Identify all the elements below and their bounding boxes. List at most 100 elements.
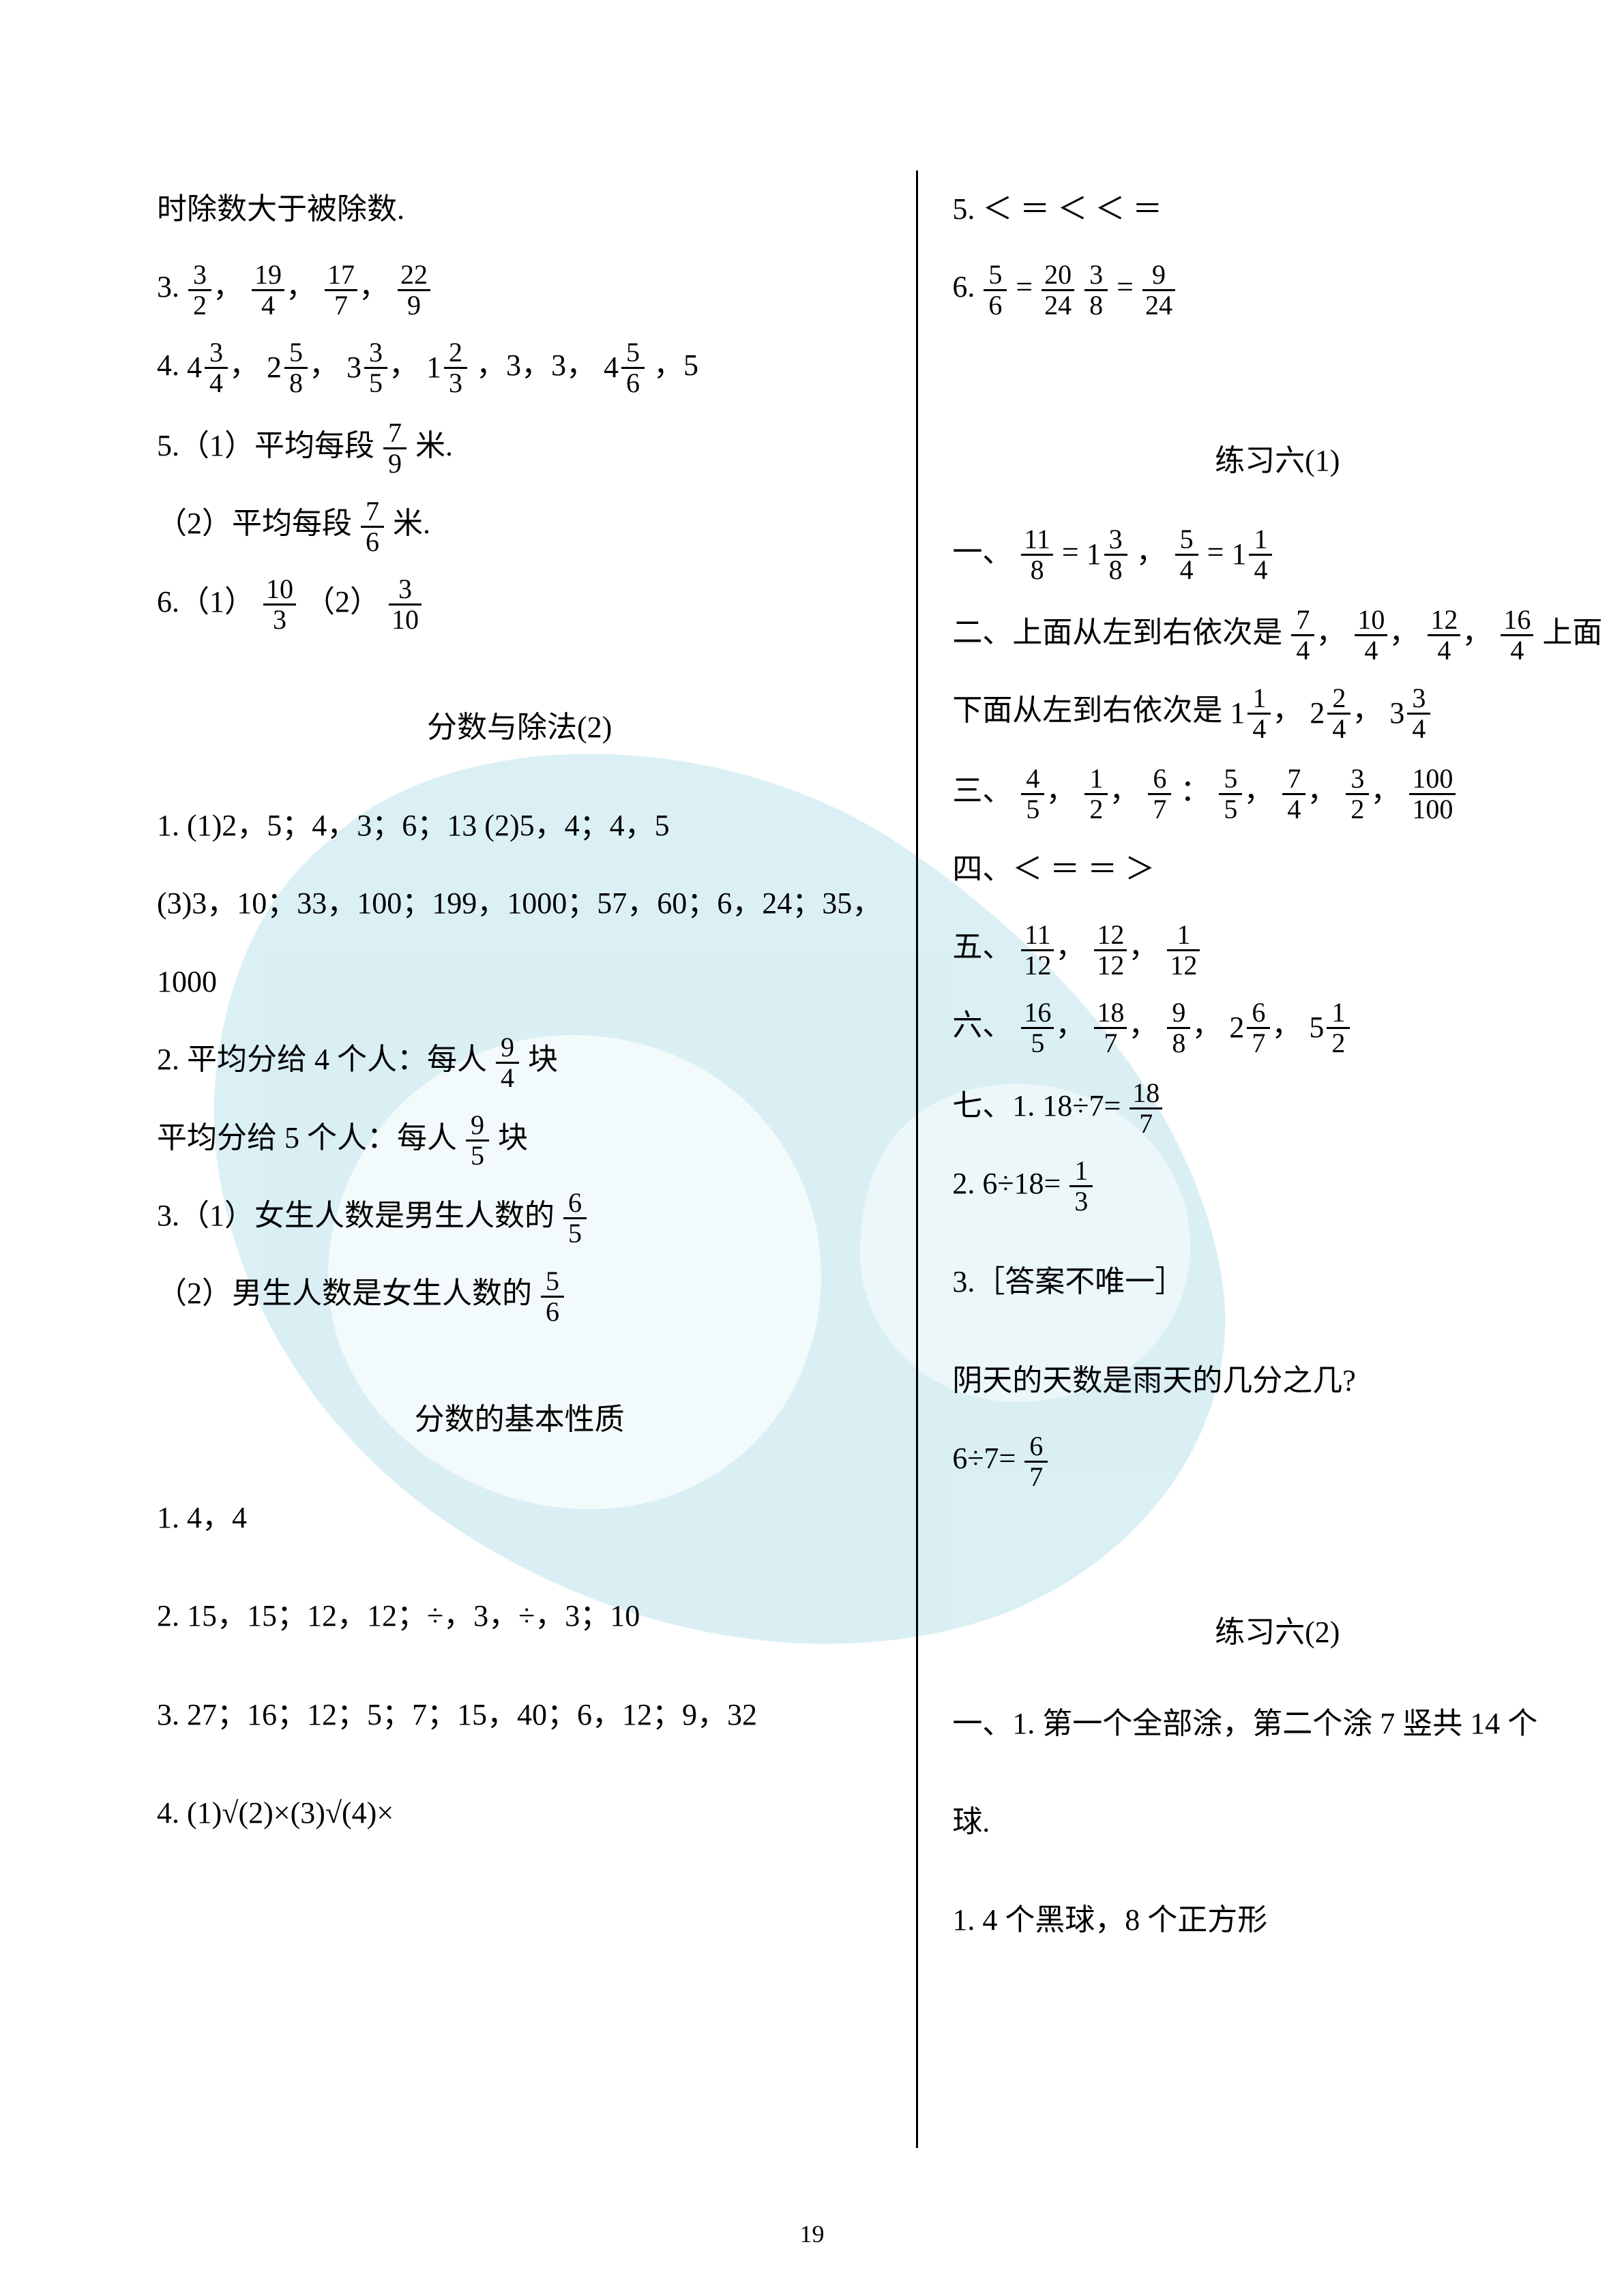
section-title: 分数与除法(2) [157,702,882,746]
text: 块 [528,1043,558,1076]
fraction: 112 [1167,921,1200,980]
text-line: 时除数大于被除数. [157,170,882,248]
fraction: 104 [1355,606,1387,665]
fraction: 310 [389,575,422,634]
fraction: 67 [1148,764,1171,824]
text-line: 一、1. 第一个全部涂，第二个涂 7 竖共 14 个 [952,1685,1602,1763]
text: 2. 平均分给 4 个人：每人 [157,1043,487,1076]
practice-1: 一、 118 = 138 ， 54 = 114 [952,513,1602,594]
text: （2）平均每段 [157,507,352,540]
label: 3. [157,270,187,303]
equals: = [1117,270,1141,303]
two-column-layout: 时除数大于被除数. 3. 32， 194， 177， 229 4. 434， 2… [130,170,1494,2148]
text-line: 4. (1)√(2)×(3)√(4)× [157,1774,882,1852]
equals: = [1016,270,1040,303]
text-line: (3)3，10；33，100；199，1000；57，60；6，24；35， [157,865,882,942]
fraction: 76 [361,497,384,556]
text: 6.（1） [157,585,254,618]
fraction: 32 [1346,764,1369,824]
fraction: 95 [466,1111,489,1170]
fraction: 94 [496,1033,519,1092]
fraction: 187 [1094,998,1127,1058]
fraction: 56 [541,1267,564,1326]
fraction: 67 [1024,1432,1048,1491]
right-column: 5. ＜ ＝ ＜ ＜ ＝ 6. 56 = 2024 38 = 924 练习六(1… [925,170,1624,2148]
text: 2. 6÷18= [952,1167,1061,1200]
answer-line: 3.（1）女生人数是男生人数的 65 [157,1177,882,1255]
text: 二、上面从左到右依次是 [952,616,1282,649]
fraction: 124 [1428,606,1460,665]
fraction: 118 [1021,525,1053,584]
label: 一、 [952,535,1012,569]
text: 米. [415,429,453,462]
text-line: 1000 [157,943,882,1021]
text: 平均分给 5 个人：每人 [157,1121,457,1154]
mixed-number: 434 [187,329,229,406]
fraction: 98 [1167,998,1190,1058]
fraction: 1112 [1021,921,1054,980]
left-column: 时除数大于被除数. 3. 32， 194， 177， 229 4. 434， 2… [130,170,909,2148]
text: 3.（1）女生人数是男生人数的 [157,1199,555,1232]
text: 6. [952,270,982,303]
comma: ， [1136,535,1166,569]
text-line: 2. 15，15；12，12；÷，3，÷，3；10 [157,1577,882,1655]
practice-2b: 下面从左到右依次是 114， 224， 334 [952,672,1602,752]
answer-line: （2）男生人数是女生人数的 56 [157,1255,882,1332]
text: 米. [393,507,430,540]
fraction: 74 [1282,764,1305,824]
practice-4: 四、＜ ＝ ＝ ＞ [952,831,1602,908]
fraction: 103 [263,575,296,634]
text: （2） [305,585,380,618]
fraction: 177 [325,260,357,320]
label: 三、 [952,774,1012,807]
fraction: 12 [1084,764,1108,824]
equation-line: 6÷7= 67 [952,1420,1602,1497]
practice-3: 三、 45， 12， 67 ： 55， 74， 32， 100100 [952,752,1602,830]
practice-6: 六、 165， 187， 98， 267， 512 [952,987,1602,1067]
page-number: 19 [0,2220,1624,2248]
text: 6÷7= [952,1442,1016,1475]
mixed-number: 335 [346,329,389,406]
answer-5: 5. ＜ ＝ ＜ ＜ ＝ [952,170,1602,248]
mixed-number: 224 [1310,674,1352,752]
answer-5-2: （2）平均每段 76 米. [157,485,882,563]
practice-5: 五、 1112， 1212， 112 [952,908,1602,986]
practice-7-3: 3.［答案不唯一］ [952,1243,1602,1321]
answer-6: 6.（1） 103 （2） 310 [157,563,882,641]
fraction: 38 [1084,260,1108,320]
mixed-number: 138 [1087,516,1129,593]
answer-line: 平均分给 5 个人：每人 95 块 [157,1099,882,1177]
text: ，5 [653,348,698,382]
text-line: 3. 27；16；12；5；7；15，40；6，12；9，32 [157,1676,882,1754]
fraction: 74 [1291,606,1314,665]
label: 六、 [952,1009,1012,1042]
fraction: 13 [1069,1157,1093,1216]
fraction: 56 [984,260,1007,320]
mixed-number: 456 [604,329,646,406]
fraction: 924 [1142,260,1175,320]
label: 五、 [952,930,1012,964]
fraction: 187 [1130,1079,1162,1138]
text: 块 [498,1121,528,1154]
fraction: 165 [1021,998,1054,1058]
fraction: 194 [252,260,284,320]
label: 4. [157,348,187,382]
section-title: 练习六(1) [952,436,1602,479]
practice-7-1: 七、1. 18÷7= 187 [952,1067,1602,1145]
section-title: 练习六(2) [952,1607,1602,1651]
mixed-number: 123 [426,329,469,406]
text: （2）男生人数是女生人数的 [157,1277,532,1310]
fraction: 54 [1175,525,1198,584]
answer-5-1: 5.（1）平均每段 79 米. [157,407,882,485]
text-line: 1. 4 个黑球，8 个正方形 [952,1881,1602,1959]
text: ，3，3， [476,348,596,382]
question-line: 阴天的天数是雨天的几分之几? [952,1342,1602,1420]
section-title: 分数的基本性质 [157,1395,882,1438]
colon: ： [1180,774,1210,807]
text-line: 1. (1)2，5；4，3；6；13 (2)5，4；4，5 [157,787,882,865]
mixed-number: 334 [1389,674,1432,752]
fraction: 55 [1219,764,1242,824]
fraction: 32 [188,260,211,320]
mixed-number: 512 [1309,989,1351,1067]
fraction: 45 [1021,764,1044,824]
